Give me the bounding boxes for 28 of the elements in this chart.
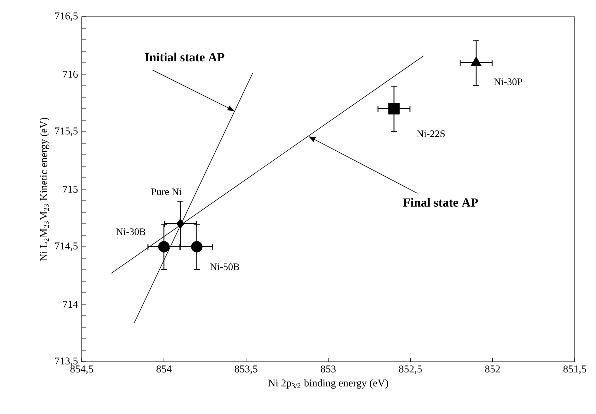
- y-tick-label: 715: [63, 186, 78, 194]
- series-label: Ni-30P: [494, 78, 522, 86]
- point: [388, 103, 400, 115]
- y-tick-label: 714: [63, 301, 78, 308]
- x-tick-label: 853: [321, 366, 336, 373]
- series-label: Ni-50B: [210, 264, 240, 270]
- point: [191, 241, 203, 253]
- text: Pure Ni: [152, 188, 182, 196]
- x-tick-label: 854,5: [70, 366, 94, 374]
- annotation: Initial state AP: [145, 52, 225, 62]
- x-axis-title: Ni 2p$_{3/2}$ binding energy (eV): [268, 379, 388, 389]
- y-tick-label: 715,5: [55, 128, 78, 136]
- annotation: Final state AP: [403, 198, 478, 207]
- y-axis-title: Ni L$_{2}$M$_{23}$M$_{23}$ Kinetic energy (eV): [40, 118, 50, 262]
- point: [471, 56, 482, 66]
- x-tick-label: 852,5: [399, 366, 422, 374]
- point: [176, 218, 185, 230]
- y-tick-label: 714,5: [55, 242, 78, 252]
- point: [158, 241, 170, 253]
- series-label: Ni-30B: [116, 228, 146, 236]
- y-tick-label: 716,5: [55, 12, 78, 22]
- x-tick-label: 851,5: [564, 366, 586, 374]
- y-tick-label: 713,5: [55, 358, 78, 366]
- text: Ni-22S: [417, 130, 446, 138]
- x-tick-label: 852: [485, 366, 500, 373]
- x-tick-label: 854: [156, 366, 172, 373]
- x-tick-label: 853,5: [234, 366, 258, 374]
- y-tick-label: 716: [63, 70, 78, 78]
